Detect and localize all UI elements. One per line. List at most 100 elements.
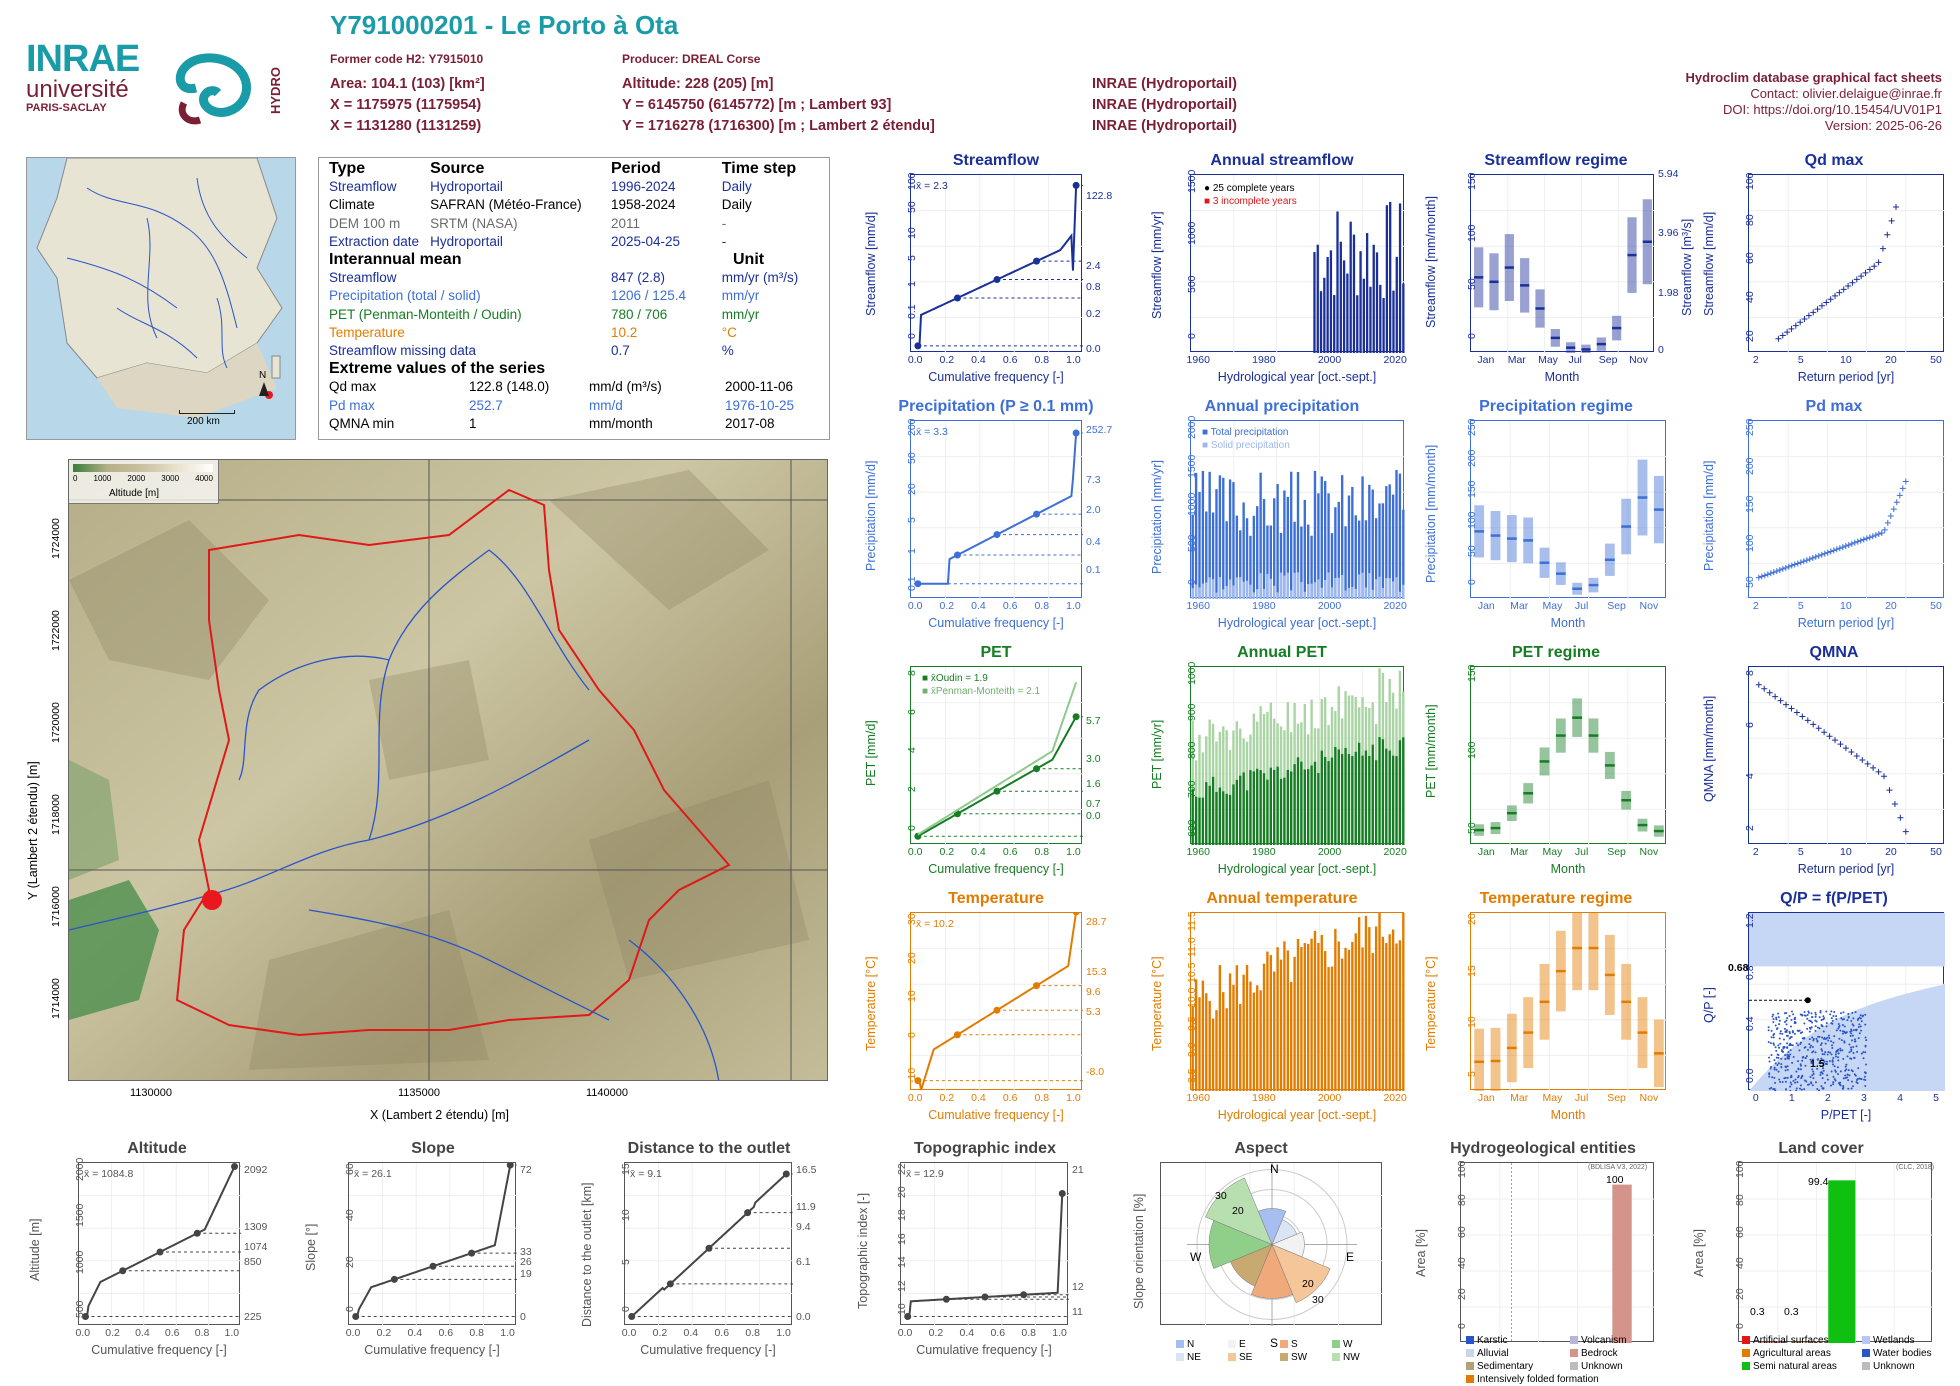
scatter-point xyxy=(1799,1041,1802,1044)
scatter-point xyxy=(1819,1043,1822,1046)
quantile-point xyxy=(352,1312,360,1320)
quantile-point xyxy=(942,1295,950,1303)
info-step: - xyxy=(721,215,727,231)
bar xyxy=(1235,965,1239,1091)
scatter-point xyxy=(1842,1077,1845,1080)
precipitation-regime-panel: Precipitation regime Precipitation [mm/mo… xyxy=(1422,398,1690,638)
scatter-point xyxy=(1836,1066,1839,1069)
scatter-point xyxy=(1800,1075,1803,1078)
bar xyxy=(1398,203,1402,353)
bar-secondary xyxy=(1232,585,1235,599)
bar-secondary xyxy=(1194,796,1198,845)
scatter-point xyxy=(1833,1010,1836,1013)
y-tick: 1500 xyxy=(1186,169,1198,194)
bar xyxy=(1347,495,1351,599)
plot-area xyxy=(1470,420,1667,599)
bar-secondary xyxy=(1357,574,1361,599)
scatter-point xyxy=(1779,1030,1782,1033)
quantile-point xyxy=(953,294,961,302)
scatter-point xyxy=(1832,1041,1835,1044)
scatter-point xyxy=(1844,1076,1847,1079)
doi[interactable]: DOI: https://doi.org/10.15454/UV01P1 xyxy=(1723,102,1942,117)
x-tick: 0.4 xyxy=(683,1327,699,1339)
legend-text: E xyxy=(1239,1339,1246,1350)
scatter-point xyxy=(1829,1060,1832,1063)
x-tick: 0.6 xyxy=(438,1327,454,1339)
return-period-point xyxy=(1902,828,1909,835)
return-period-point xyxy=(1884,231,1891,238)
y-tick: 100 xyxy=(1466,224,1478,242)
altitude-tick: 1000 xyxy=(93,474,112,483)
bar xyxy=(1225,730,1228,845)
bar-secondary xyxy=(1290,590,1293,599)
scatter-point xyxy=(1784,1080,1787,1083)
bar xyxy=(1327,967,1330,1091)
cumulative-curve xyxy=(917,432,1078,585)
mean-label: x̄ = 26.1 xyxy=(354,1168,392,1180)
x-tick: 0.2 xyxy=(939,846,955,858)
scatter-point xyxy=(1826,1078,1829,1081)
scatter-point xyxy=(1822,1038,1825,1041)
aspect-n-label: N xyxy=(1270,1162,1279,1176)
hydrogeo-legend-item: Intensively folded formation xyxy=(1466,1373,1674,1386)
plot-svg xyxy=(1471,421,1667,599)
x-tick: 0.6 xyxy=(1002,354,1018,366)
bar xyxy=(1313,930,1317,1091)
legend-swatch xyxy=(1742,1362,1750,1371)
y-tick: 14 xyxy=(896,1256,908,1269)
y-tick: 20 xyxy=(1744,329,1756,342)
mean-label: x̄ = 10.2 xyxy=(916,918,954,930)
scatter-point xyxy=(1785,1066,1788,1069)
legend-swatch xyxy=(1570,1349,1578,1358)
col-type: Type xyxy=(329,160,366,177)
right-tick: 1074 xyxy=(244,1241,268,1253)
bar xyxy=(1198,997,1201,1091)
y-tick: 0 xyxy=(1456,1322,1468,1329)
temperature-panel: Temperature Temperature [°C] Cumulative fr… xyxy=(862,890,1130,1130)
x-tick: 0.2 xyxy=(939,354,955,366)
bar-secondary xyxy=(1208,577,1211,599)
col-source: Source xyxy=(430,160,485,177)
mean-label: x̄ = 9.1 xyxy=(630,1168,662,1180)
plot-svg xyxy=(1191,667,1405,845)
scatter-point xyxy=(1773,1059,1776,1062)
bar xyxy=(1339,241,1342,353)
scatter-point xyxy=(1820,1042,1823,1045)
y-tick: 40 xyxy=(1456,1257,1468,1270)
scatter-point xyxy=(1797,1044,1800,1047)
scatter-point xyxy=(1842,1084,1845,1087)
bar xyxy=(1256,985,1259,1091)
scatter-point xyxy=(1799,1013,1802,1016)
legend-text: SW xyxy=(1291,1352,1308,1363)
panel-title: Altitude xyxy=(127,1140,187,1157)
quantile-point xyxy=(666,1280,674,1288)
cumulative-curve xyxy=(85,1166,236,1318)
aspect-legend-item: E xyxy=(1228,1338,1280,1351)
return-period-point xyxy=(1818,302,1825,309)
bar-secondary xyxy=(1378,576,1381,599)
y-tick: 0 xyxy=(344,1306,356,1313)
y-tick: 2 xyxy=(1744,824,1756,831)
x-tick: 1.0 xyxy=(224,1327,240,1339)
x-tick: 0.6 xyxy=(1002,600,1018,612)
x-tick: 0.0 xyxy=(907,1092,923,1104)
contact[interactable]: Contact: olivier.delaigue@inrae.fr xyxy=(1750,86,1942,101)
bar-secondary xyxy=(1313,761,1317,845)
y-tick: 4 xyxy=(906,747,918,754)
right-tick: 72 xyxy=(520,1164,532,1176)
x-axis-label: Hydrological year [oct.-sept.] xyxy=(1217,616,1377,630)
scatter-point xyxy=(1841,1024,1844,1027)
x-tick: 50 xyxy=(1930,354,1942,366)
temperature-regime-panel: Temperature regime Temperature [°C] Month 2… xyxy=(1422,890,1690,1130)
scatter-point xyxy=(1808,1043,1811,1046)
bar xyxy=(1391,494,1395,599)
x-tick: 0.8 xyxy=(1034,600,1050,612)
y-tick: 1.2 xyxy=(1744,913,1756,929)
return-period-point xyxy=(1871,263,1878,270)
scatter-point xyxy=(1774,1046,1777,1049)
bar xyxy=(1249,981,1252,1091)
scatter-point xyxy=(1827,1034,1830,1037)
scatter-point xyxy=(1832,1056,1835,1059)
scatter-point xyxy=(1860,1029,1863,1032)
scatter-point xyxy=(1810,1062,1813,1065)
